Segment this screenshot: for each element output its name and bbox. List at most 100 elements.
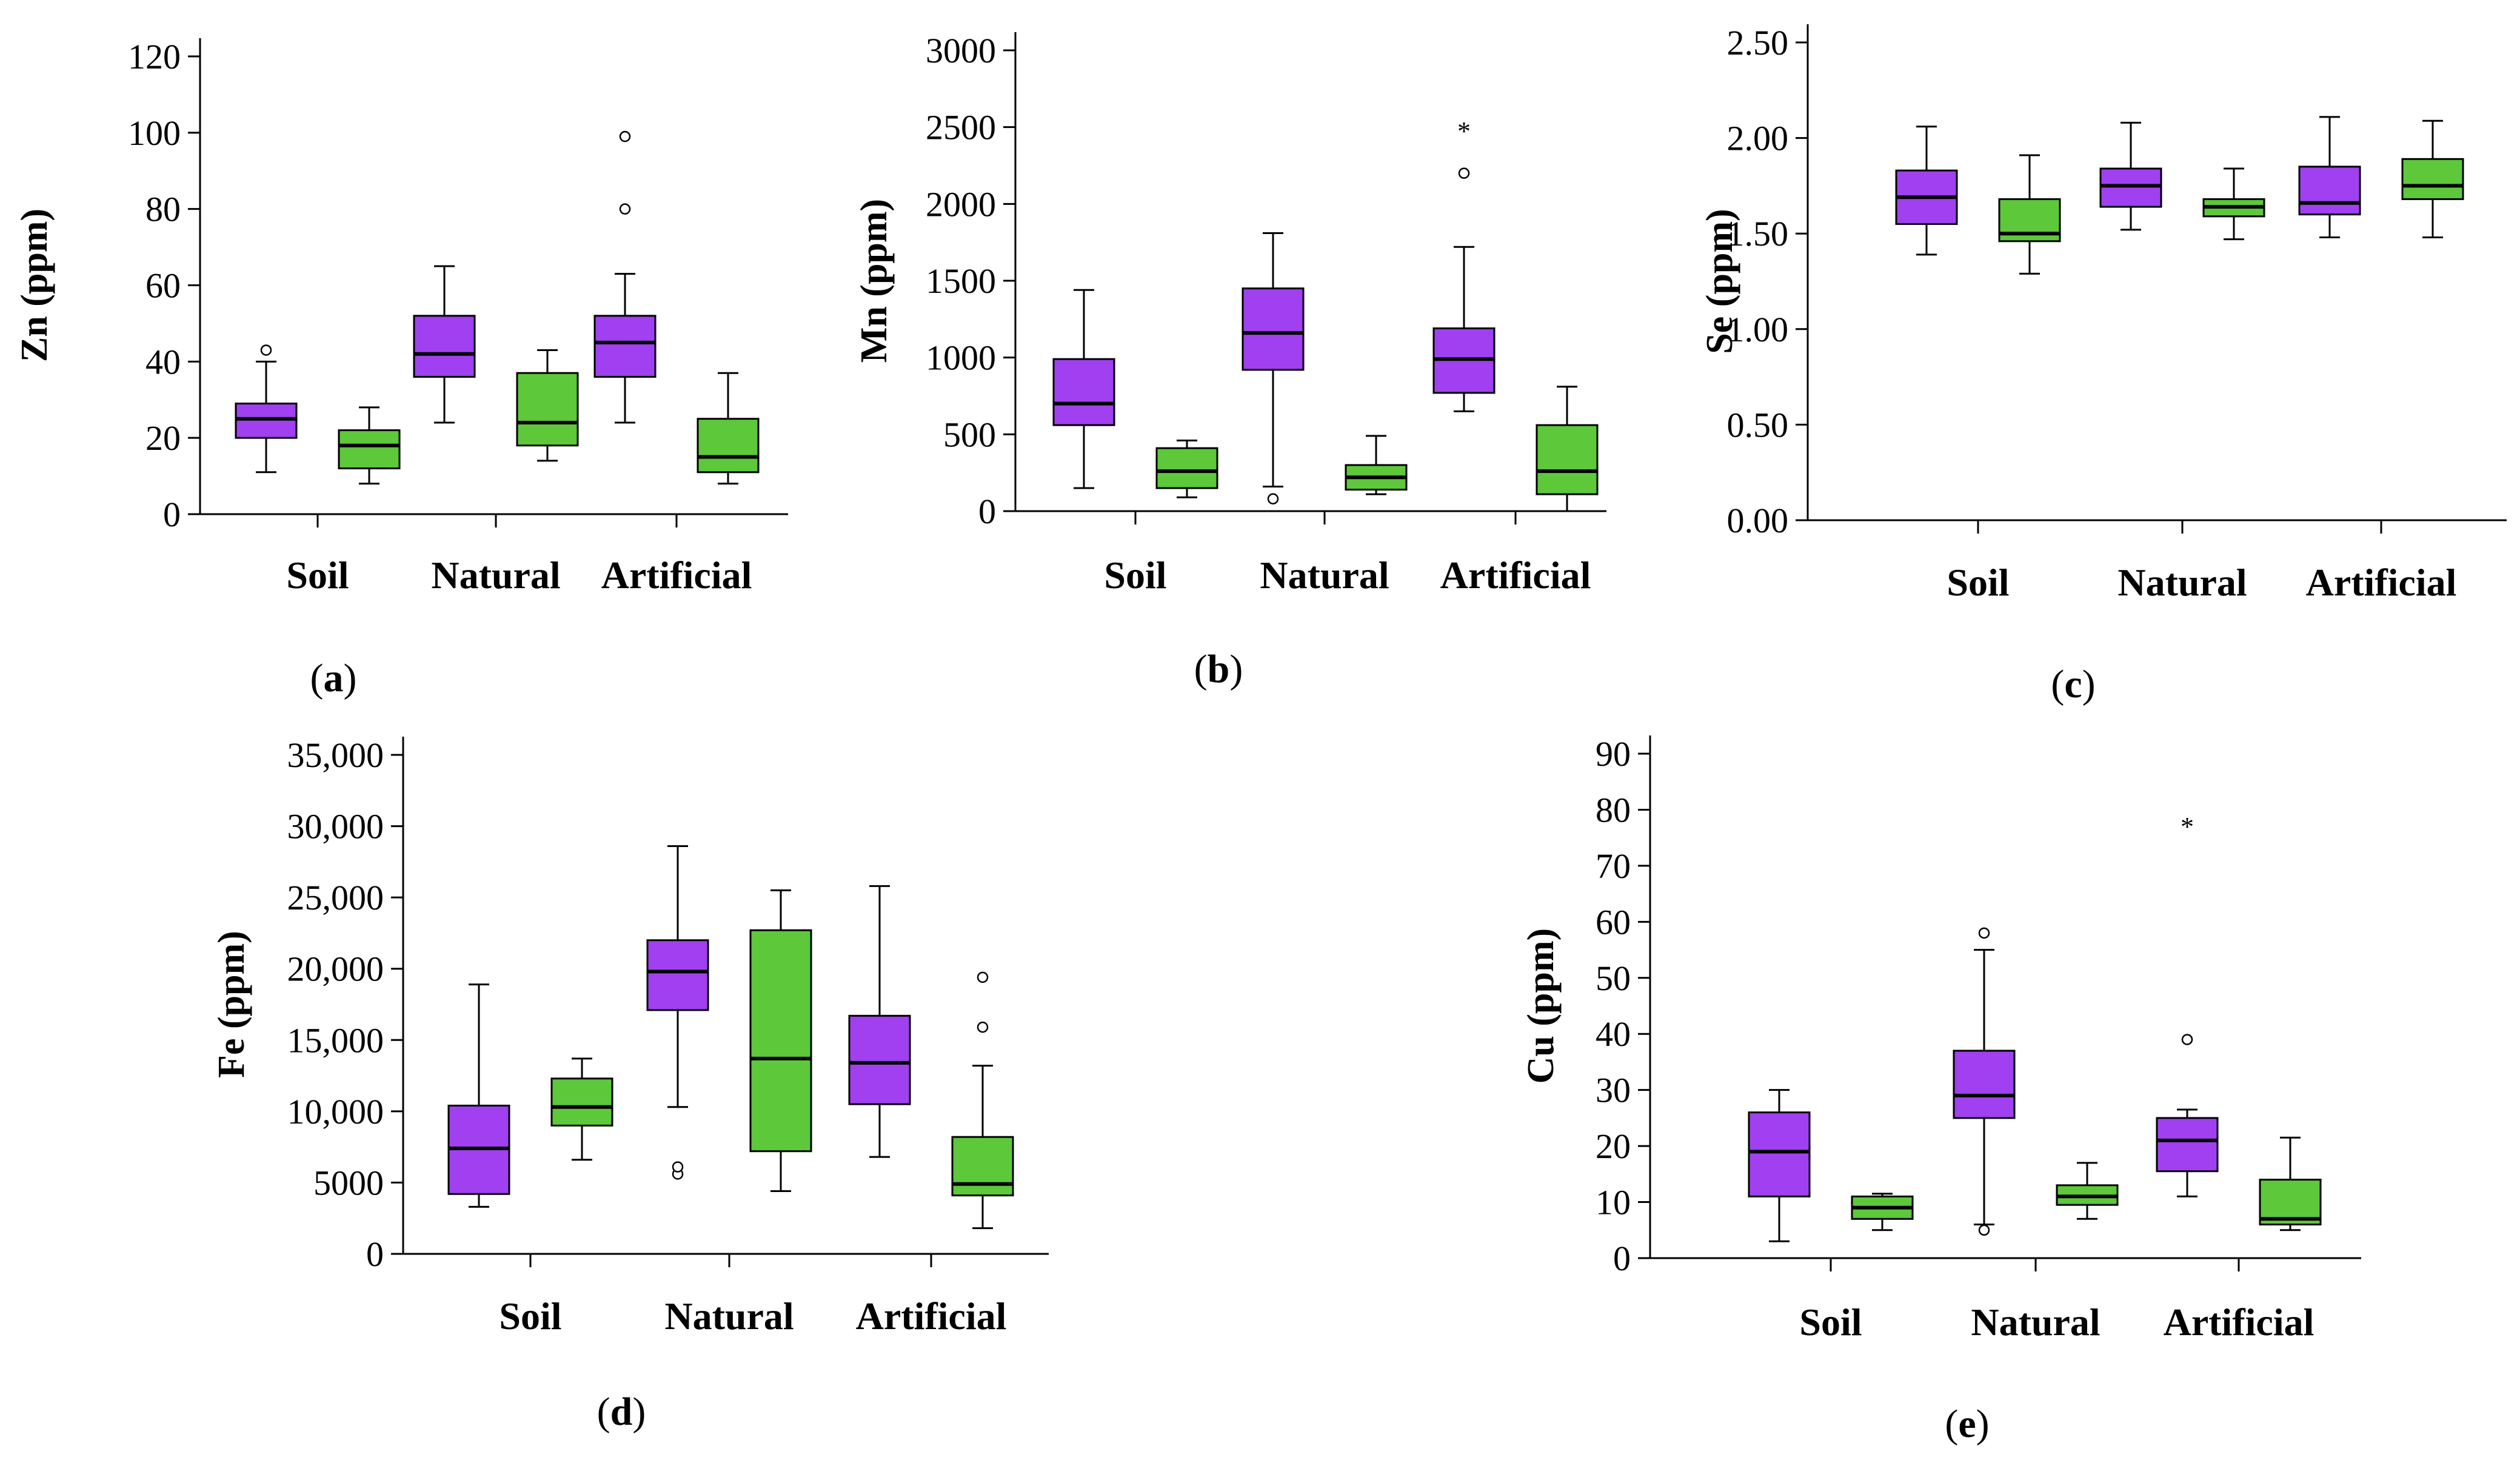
y-tick-label: 10,000 (287, 1092, 384, 1131)
extreme-outlier-marker: * (1457, 116, 1471, 146)
y-tick-label: 0 (1613, 1239, 1631, 1278)
outlier-marker (260, 344, 272, 356)
chart-panel-c: 0.00 0.50 1.00 1.50 2.00 2.50 Soil Natural Artif… (1699, 23, 2507, 706)
box-iqr (1155, 447, 1218, 489)
outlier-marker (1978, 1224, 1990, 1236)
y-tick-label: 120 (128, 37, 181, 76)
category-label-artificial: Artificial (601, 554, 752, 597)
box-natural-green (749, 889, 812, 1193)
category-label-natural: Natural (1971, 1301, 2100, 1344)
y-tick-label: 1.50 (1727, 214, 1789, 253)
box-iqr (413, 315, 476, 378)
box-artificial-purple (593, 130, 657, 424)
outlier-marker (977, 1021, 989, 1033)
outlier-marker (1267, 493, 1279, 504)
box-natural-green (2202, 167, 2265, 241)
box-iqr (2099, 167, 2162, 208)
box-natural-purple (1953, 927, 2016, 1236)
chart-panel-b: 0 500 1000 1500 2000 2500 3000 Soil Natural Artif… (854, 31, 1606, 691)
box-iqr (2156, 1117, 2219, 1173)
y-axis-title: Fe (ppm) (211, 931, 252, 1078)
y-tick-label: 20 (1596, 1127, 1631, 1166)
outlier-marker (1458, 167, 1470, 179)
box-natural-purple (413, 265, 476, 424)
panel-caption: (d) (597, 1390, 646, 1434)
panel-caption: (a) (310, 656, 357, 700)
box-soil-purple (1052, 289, 1115, 489)
category-label-soil: Soil (499, 1295, 561, 1338)
box-artificial-purple: * (1432, 116, 1496, 412)
box-soil-green (1998, 154, 2061, 275)
outlier-marker (619, 203, 631, 215)
category-label-soil: Soil (286, 554, 349, 597)
y-tick-label: 2000 (926, 184, 996, 224)
category-label-artificial: Artificial (1440, 554, 1591, 597)
box-natural-purple (1242, 232, 1305, 504)
y-tick-label: 20 (145, 418, 181, 458)
y-tick-label: 0.00 (1727, 501, 1789, 540)
box-soil-purple (447, 983, 510, 1208)
y-tick-label: 5000 (313, 1163, 384, 1202)
box-artificial-green (2259, 1136, 2322, 1231)
y-tick-label: 30 (1596, 1071, 1631, 1110)
box-iqr (1242, 287, 1305, 371)
box-iqr (749, 929, 812, 1153)
box-artificial-green (2401, 119, 2464, 239)
box-iqr (2401, 158, 2464, 200)
box-natural-green (2056, 1162, 2119, 1220)
box-soil-purple (1748, 1089, 1811, 1242)
box-artificial-purple (2298, 116, 2361, 239)
y-tick-label: 1000 (926, 338, 996, 378)
y-tick-label: 100 (128, 113, 181, 153)
y-tick-label: 2.50 (1727, 23, 1789, 62)
y-tick-label: 40 (145, 342, 181, 381)
chart-panel-a: 0 20 40 60 80 100 120 Soil Natural Artificial Zn (… (14, 37, 788, 700)
y-tick-label: 0.50 (1727, 405, 1789, 444)
chart-panel-d: 0 5000 10,000 15,000 20,000 25,000 30,000 35,00… (211, 735, 1049, 1434)
box-iqr (1052, 358, 1115, 426)
outlier-marker (619, 130, 631, 142)
category-label-soil: Soil (1947, 561, 2009, 604)
y-tick-label: 70 (1596, 846, 1631, 886)
box-artificial-green (697, 372, 760, 485)
box-soil-purple (235, 344, 298, 474)
y-tick-label: 10 (1596, 1183, 1631, 1222)
box-iqr (697, 418, 760, 474)
box-artificial-purple (848, 885, 911, 1158)
category-label-natural: Natural (431, 554, 560, 597)
outlier-marker (1978, 927, 1990, 939)
category-label-natural: Natural (2117, 561, 2247, 604)
box-iqr (2259, 1179, 2322, 1226)
y-tick-label: 1.00 (1727, 310, 1789, 349)
y-tick-label: 30,000 (287, 807, 384, 846)
box-artificial-green (1536, 386, 1599, 512)
y-tick-label: 40 (1596, 1014, 1631, 1054)
category-label-natural: Natural (664, 1295, 794, 1338)
category-label-artificial: Artificial (2164, 1301, 2314, 1344)
y-tick-label: 0 (366, 1234, 384, 1274)
category-label-soil: Soil (1799, 1301, 1862, 1344)
box-soil-green (1851, 1193, 1914, 1231)
box-iqr (593, 315, 657, 378)
box-iqr (1748, 1111, 1811, 1197)
panel-caption: (e) (1945, 1402, 1989, 1446)
box-iqr (848, 1014, 911, 1105)
y-tick-label: 50 (1596, 959, 1631, 998)
y-axis-title: Se (ppm) (1699, 209, 1740, 353)
y-tick-label: 80 (1596, 790, 1631, 829)
y-tick-label: 80 (145, 190, 181, 229)
box-iqr (1536, 424, 1599, 495)
y-tick-label: 25,000 (287, 878, 384, 917)
y-tick-label: 20,000 (287, 950, 384, 989)
box-iqr (1953, 1050, 2016, 1119)
y-tick-label: 3000 (926, 31, 996, 70)
y-tick-label: 0 (163, 495, 181, 534)
y-axis-title: Cu (ppm) (1520, 928, 1562, 1084)
box-natural-purple (646, 845, 709, 1180)
box-artificial-purple: * (2156, 812, 2219, 1197)
y-tick-label: 60 (1596, 902, 1631, 942)
box-iqr (2298, 166, 2361, 216)
y-tick-label: 0 (978, 492, 996, 531)
y-tick-label: 500 (943, 415, 996, 454)
